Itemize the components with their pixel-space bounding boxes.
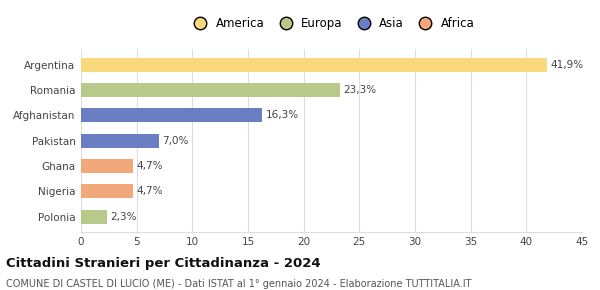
Bar: [81, 210, 107, 224]
Text: 16,3%: 16,3%: [266, 110, 299, 120]
Text: 4,7%: 4,7%: [137, 186, 163, 196]
Text: 2,3%: 2,3%: [110, 212, 136, 222]
Text: Cittadini Stranieri per Cittadinanza - 2024: Cittadini Stranieri per Cittadinanza - 2…: [6, 257, 320, 270]
Bar: [81, 83, 340, 97]
Text: 41,9%: 41,9%: [551, 59, 584, 70]
Text: 23,3%: 23,3%: [344, 85, 377, 95]
Text: 4,7%: 4,7%: [137, 161, 163, 171]
Bar: [81, 108, 262, 122]
Legend: America, Europa, Asia, Africa: America, Europa, Asia, Africa: [186, 15, 477, 33]
Bar: [81, 159, 133, 173]
Bar: [81, 58, 547, 72]
Bar: [81, 184, 133, 198]
Bar: [81, 134, 159, 148]
Text: COMUNE DI CASTEL DI LUCIO (ME) - Dati ISTAT al 1° gennaio 2024 - Elaborazione TU: COMUNE DI CASTEL DI LUCIO (ME) - Dati IS…: [6, 279, 472, 289]
Text: 7,0%: 7,0%: [162, 136, 188, 146]
